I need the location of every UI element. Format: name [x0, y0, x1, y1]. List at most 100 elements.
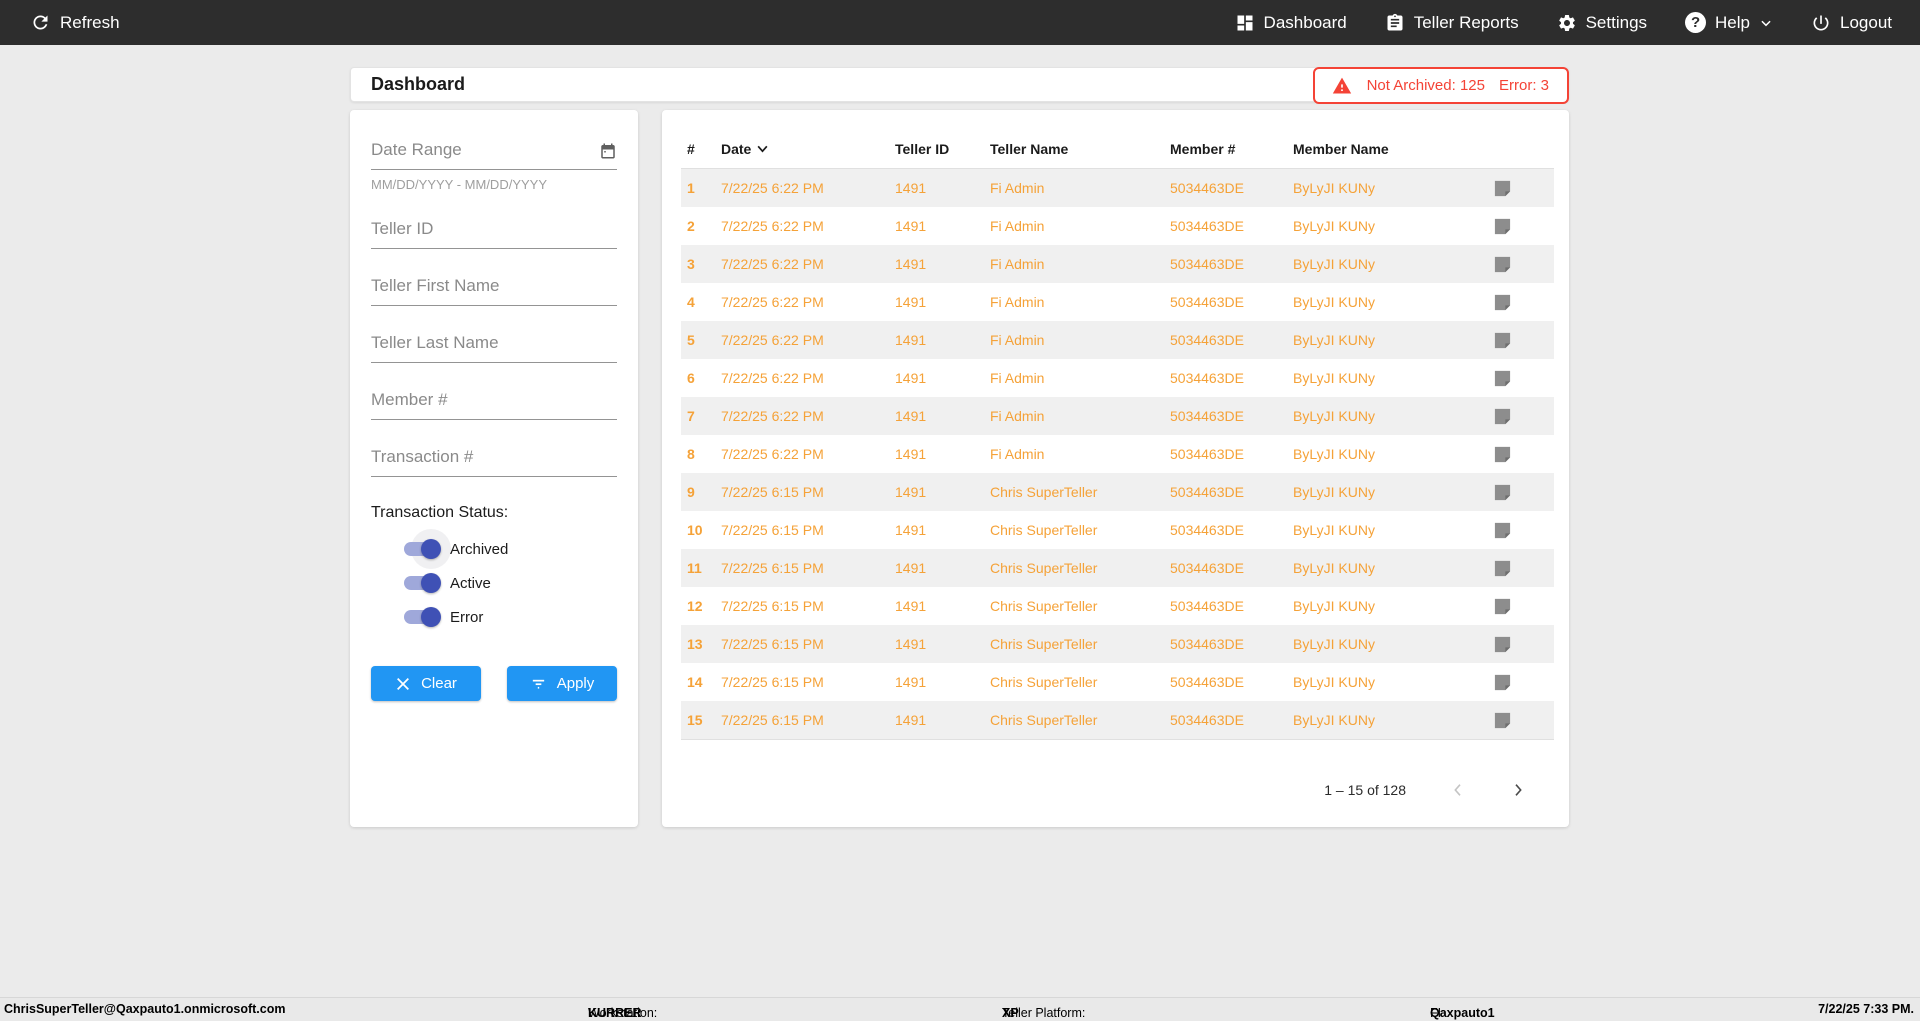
table-row[interactable]: 13 7/22/25 6:15 PM 1491 Chris SuperTelle…	[681, 625, 1554, 663]
row-note-cell[interactable]	[1468, 483, 1554, 502]
clear-button-label: Clear	[421, 675, 457, 692]
row-note-cell[interactable]	[1468, 711, 1554, 730]
row-number: 11	[687, 560, 702, 576]
row-note-cell[interactable]	[1468, 331, 1554, 350]
date-range-field[interactable]: Date Range MM/DD/YYYY - MM/DD/YYYY	[371, 140, 617, 192]
nav-dashboard[interactable]: Dashboard	[1235, 13, 1347, 33]
toggle-error[interactable]: Error	[404, 600, 617, 634]
table-row[interactable]: 10 7/22/25 6:15 PM 1491 Chris SuperTelle…	[681, 511, 1554, 549]
row-note-cell[interactable]	[1468, 521, 1554, 540]
row-note-cell[interactable]	[1468, 597, 1554, 616]
next-page-icon[interactable]	[1510, 782, 1526, 798]
row-number: 7	[687, 408, 695, 424]
teller-id-label: Teller ID	[371, 219, 434, 238]
alert-not-archived: Not Archived: 125	[1366, 77, 1485, 94]
row-note-cell[interactable]	[1468, 179, 1554, 198]
transaction-number-label: Transaction #	[371, 447, 474, 466]
row-member-name: ByLyJI KUNy	[1293, 446, 1375, 462]
row-member-number: 5034463DE	[1170, 256, 1244, 272]
toggle-archived[interactable]: Archived	[404, 529, 617, 569]
table-row[interactable]: 11 7/22/25 6:15 PM 1491 Chris SuperTelle…	[681, 549, 1554, 587]
row-note-cell[interactable]	[1468, 369, 1554, 388]
refresh-icon	[33, 15, 48, 30]
pagination-range: 1 – 15 of 128	[1324, 782, 1406, 798]
row-teller-id: 1491	[895, 712, 927, 728]
header-date[interactable]: Date	[721, 141, 895, 157]
refresh-button[interactable]: Refresh	[30, 12, 120, 33]
calendar-icon[interactable]	[599, 142, 617, 160]
note-icon	[1494, 256, 1511, 272]
apply-button-label: Apply	[556, 675, 595, 692]
teller-first-name-field[interactable]: Teller First Name	[371, 276, 617, 306]
nav-help[interactable]: ? Help	[1685, 12, 1773, 33]
footer-timestamp: 7/22/25 7:33 PM.	[1818, 1002, 1914, 1016]
table-row[interactable]: 1 7/22/25 6:22 PM 1491 Fi Admin 5034463D…	[681, 169, 1554, 207]
apply-button[interactable]: Apply	[507, 666, 617, 701]
row-teller-id: 1491	[895, 560, 927, 576]
table-row[interactable]: 15 7/22/25 6:15 PM 1491 Chris SuperTelle…	[681, 701, 1554, 739]
row-number: 1	[687, 180, 695, 196]
row-date: 7/22/25 6:15 PM	[721, 484, 824, 500]
row-note-cell[interactable]	[1468, 407, 1554, 426]
table-row[interactable]: 7 7/22/25 6:22 PM 1491 Fi Admin 5034463D…	[681, 397, 1554, 435]
table-row[interactable]: 14 7/22/25 6:15 PM 1491 Chris SuperTelle…	[681, 663, 1554, 701]
toggle-error-label: Error	[450, 608, 484, 626]
teller-id-field[interactable]: Teller ID	[371, 219, 617, 249]
row-note-cell[interactable]	[1468, 673, 1554, 692]
previous-page-icon[interactable]	[1450, 782, 1466, 798]
archived-switch[interactable]	[404, 529, 451, 569]
row-teller-name: Fi Admin	[990, 294, 1045, 310]
row-note-cell[interactable]	[1468, 255, 1554, 274]
row-member-name: ByLyJI KUNy	[1293, 522, 1375, 538]
refresh-label: Refresh	[60, 12, 120, 32]
row-note-cell[interactable]	[1468, 293, 1554, 312]
filter-panel: Date Range MM/DD/YYYY - MM/DD/YYYY Telle…	[350, 110, 638, 827]
row-date: 7/22/25 6:22 PM	[721, 408, 824, 424]
row-note-cell[interactable]	[1468, 635, 1554, 654]
table-row[interactable]: 8 7/22/25 6:22 PM 1491 Fi Admin 5034463D…	[681, 435, 1554, 473]
teller-first-name-label: Teller First Name	[371, 276, 500, 295]
header-teller-id: Teller ID	[895, 140, 950, 157]
nav-teller-reports[interactable]: Teller Reports	[1385, 13, 1519, 33]
row-member-name: ByLyJI KUNy	[1293, 218, 1375, 234]
table-row[interactable]: 12 7/22/25 6:15 PM 1491 Chris SuperTelle…	[681, 587, 1554, 625]
error-switch[interactable]	[404, 605, 441, 629]
transaction-number-field[interactable]: Transaction #	[371, 447, 617, 477]
table-row[interactable]: 3 7/22/25 6:22 PM 1491 Fi Admin 5034463D…	[681, 245, 1554, 283]
row-note-cell[interactable]	[1468, 445, 1554, 464]
row-teller-id: 1491	[895, 332, 927, 348]
table-row[interactable]: 2 7/22/25 6:22 PM 1491 Fi Admin 5034463D…	[681, 207, 1554, 245]
row-member-name: ByLyJI KUNy	[1293, 598, 1375, 614]
row-number: 8	[687, 446, 695, 462]
top-navbar: Refresh Dashboard Teller Reports Setting…	[0, 0, 1920, 45]
row-member-name: ByLyJI KUNy	[1293, 256, 1375, 272]
row-teller-id: 1491	[895, 180, 927, 196]
clear-button[interactable]: Clear	[371, 666, 481, 701]
teller-last-name-field[interactable]: Teller Last Name	[371, 333, 617, 363]
row-date: 7/22/25 6:22 PM	[721, 446, 824, 462]
table-row[interactable]: 9 7/22/25 6:15 PM 1491 Chris SuperTeller…	[681, 473, 1554, 511]
table-row[interactable]: 6 7/22/25 6:22 PM 1491 Fi Admin 5034463D…	[681, 359, 1554, 397]
toggle-active[interactable]: Active	[404, 566, 617, 600]
row-teller-id: 1491	[895, 522, 927, 538]
row-teller-name: Chris SuperTeller	[990, 522, 1098, 538]
note-icon	[1494, 712, 1511, 728]
nav-help-label: Help	[1715, 12, 1750, 32]
table-row[interactable]: 4 7/22/25 6:22 PM 1491 Fi Admin 5034463D…	[681, 283, 1554, 321]
footer-user-email: ChrisSuperTeller@Qaxpauto1.onmicrosoft.c…	[4, 1002, 286, 1016]
row-teller-id: 1491	[895, 484, 927, 500]
row-note-cell[interactable]	[1468, 217, 1554, 236]
note-icon	[1494, 560, 1511, 576]
nav-settings[interactable]: Settings	[1557, 13, 1647, 33]
row-member-number: 5034463DE	[1170, 598, 1244, 614]
status-footer: ChrisSuperTeller@Qaxpauto1.onmicrosoft.c…	[0, 997, 1920, 1021]
nav-logout[interactable]: Logout	[1811, 13, 1892, 33]
active-switch[interactable]	[404, 571, 441, 595]
table-row[interactable]: 5 7/22/25 6:22 PM 1491 Fi Admin 5034463D…	[681, 321, 1554, 359]
row-teller-name: Fi Admin	[990, 256, 1045, 272]
row-teller-id: 1491	[895, 294, 927, 310]
row-teller-name: Fi Admin	[990, 180, 1045, 196]
member-number-field[interactable]: Member #	[371, 390, 617, 420]
row-date: 7/22/25 6:22 PM	[721, 180, 824, 196]
row-note-cell[interactable]	[1468, 559, 1554, 578]
